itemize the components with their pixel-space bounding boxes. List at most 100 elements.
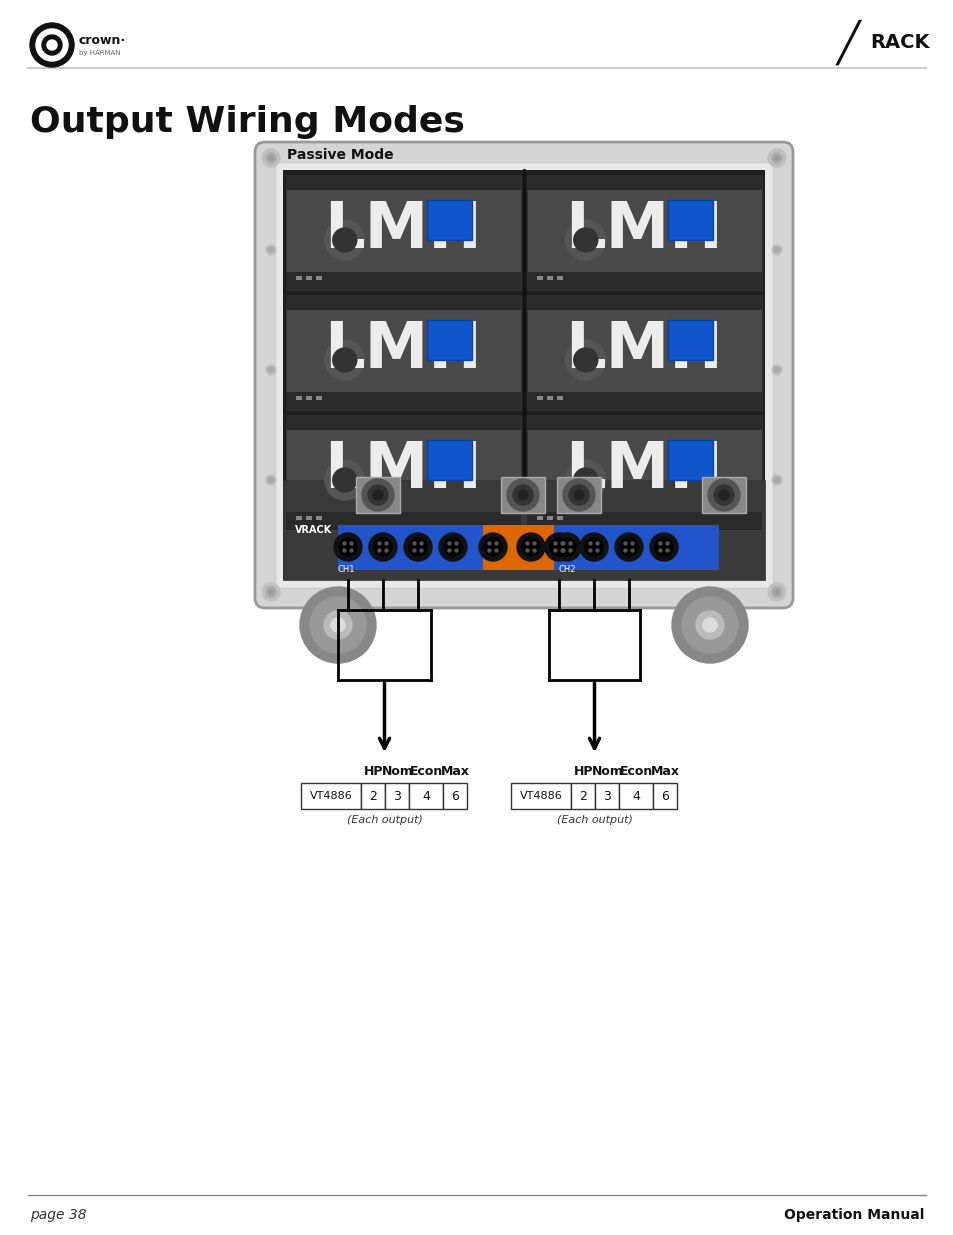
- FancyBboxPatch shape: [254, 142, 792, 608]
- Circle shape: [377, 542, 380, 545]
- Circle shape: [30, 23, 74, 67]
- Text: 3: 3: [603, 789, 611, 803]
- Circle shape: [455, 542, 457, 545]
- Bar: [701, 477, 745, 513]
- Circle shape: [262, 583, 280, 601]
- Circle shape: [513, 485, 533, 505]
- Bar: [295, 396, 302, 400]
- Circle shape: [517, 490, 527, 500]
- Text: RACK: RACK: [869, 33, 928, 53]
- Circle shape: [568, 485, 588, 505]
- Text: LMH: LMH: [565, 319, 722, 382]
- Circle shape: [487, 550, 491, 552]
- Bar: [557, 275, 562, 280]
- Bar: [573, 525, 662, 571]
- Text: LMH: LMH: [565, 438, 722, 501]
- Circle shape: [560, 542, 563, 545]
- Circle shape: [334, 534, 361, 561]
- Circle shape: [521, 538, 539, 556]
- Circle shape: [374, 538, 392, 556]
- Circle shape: [368, 485, 388, 505]
- Circle shape: [36, 28, 68, 61]
- Circle shape: [550, 538, 567, 556]
- Bar: [653, 783, 677, 809]
- Circle shape: [558, 538, 576, 556]
- Bar: [301, 783, 361, 809]
- Bar: [618, 783, 653, 809]
- Circle shape: [623, 542, 626, 545]
- Circle shape: [369, 534, 396, 561]
- Circle shape: [350, 550, 353, 552]
- Text: Max: Max: [440, 764, 470, 778]
- Circle shape: [413, 550, 416, 552]
- Circle shape: [495, 550, 497, 552]
- Text: Output Wiring Modes: Output Wiring Modes: [30, 105, 464, 140]
- Circle shape: [478, 534, 506, 561]
- Circle shape: [299, 587, 375, 663]
- Bar: [557, 516, 562, 520]
- Circle shape: [774, 590, 779, 594]
- Circle shape: [333, 228, 356, 252]
- Circle shape: [713, 485, 733, 505]
- Circle shape: [560, 550, 563, 552]
- Bar: [385, 783, 409, 809]
- Text: 3: 3: [394, 789, 401, 803]
- Circle shape: [343, 550, 346, 552]
- Text: LMH: LMH: [324, 199, 482, 261]
- Circle shape: [266, 475, 275, 485]
- Circle shape: [579, 534, 607, 561]
- Circle shape: [771, 366, 781, 375]
- Text: 4: 4: [422, 789, 430, 803]
- Circle shape: [630, 550, 634, 552]
- Text: Operation Manual: Operation Manual: [782, 1208, 923, 1221]
- Text: HP: HP: [573, 764, 593, 778]
- Circle shape: [707, 479, 740, 511]
- Bar: [355, 477, 399, 513]
- Circle shape: [310, 597, 366, 653]
- Bar: [409, 783, 443, 809]
- Circle shape: [665, 542, 668, 545]
- Circle shape: [573, 468, 598, 492]
- Text: VT4886: VT4886: [310, 790, 353, 802]
- Bar: [526, 513, 761, 530]
- Bar: [361, 783, 385, 809]
- Text: VRACK: VRACK: [294, 525, 332, 535]
- Circle shape: [568, 542, 572, 545]
- Circle shape: [568, 550, 572, 552]
- Bar: [286, 175, 520, 290]
- Text: page 38: page 38: [30, 1208, 87, 1221]
- Circle shape: [385, 542, 388, 545]
- Circle shape: [262, 149, 280, 167]
- Text: (Each output): (Each output): [556, 815, 632, 825]
- Circle shape: [554, 542, 557, 545]
- Bar: [286, 415, 520, 530]
- Circle shape: [495, 542, 497, 545]
- Bar: [595, 783, 618, 809]
- Bar: [286, 415, 520, 430]
- Bar: [546, 396, 553, 400]
- Circle shape: [671, 587, 747, 663]
- Text: LMH: LMH: [565, 199, 722, 261]
- Bar: [557, 477, 600, 513]
- Circle shape: [696, 611, 723, 638]
- Bar: [557, 396, 562, 400]
- Circle shape: [413, 542, 416, 545]
- Text: 2: 2: [579, 789, 587, 803]
- Circle shape: [554, 550, 557, 552]
- Text: Nom: Nom: [591, 764, 622, 778]
- Bar: [526, 415, 761, 430]
- Circle shape: [573, 348, 598, 372]
- Circle shape: [767, 583, 785, 601]
- Circle shape: [269, 156, 273, 161]
- Circle shape: [385, 550, 388, 552]
- Circle shape: [438, 534, 467, 561]
- Bar: [337, 525, 482, 571]
- Circle shape: [771, 245, 781, 254]
- Text: Econ: Econ: [619, 764, 653, 778]
- Bar: [286, 175, 520, 190]
- Circle shape: [774, 156, 779, 161]
- Circle shape: [268, 247, 274, 253]
- Text: crown·: crown·: [79, 33, 126, 47]
- Circle shape: [565, 459, 605, 500]
- Text: 2: 2: [369, 789, 377, 803]
